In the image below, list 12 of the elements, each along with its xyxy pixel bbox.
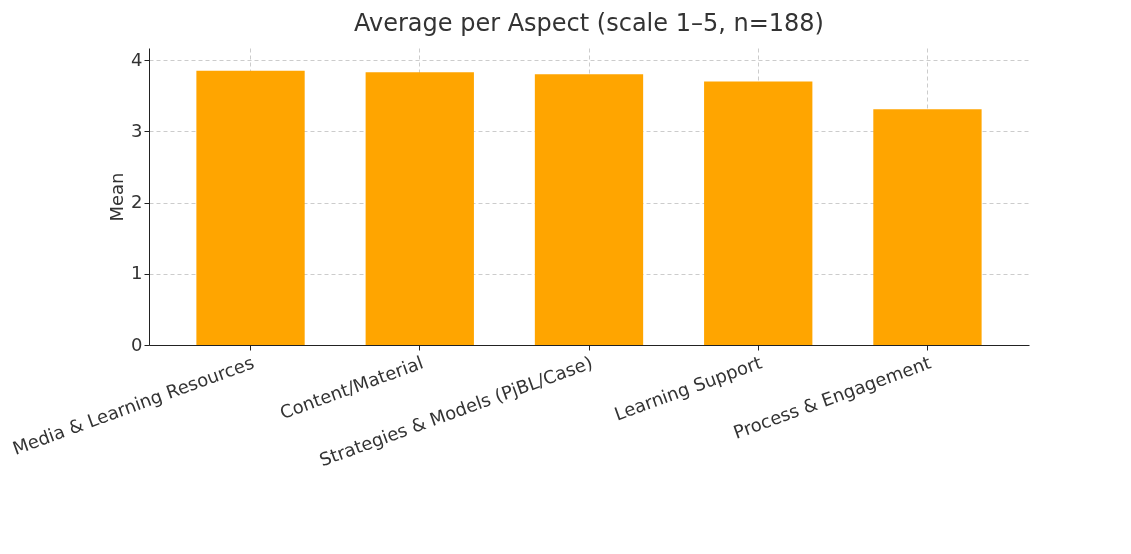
y-tick-label: 2 [131, 191, 143, 213]
y-tick-label: 1 [131, 262, 143, 284]
bar [873, 109, 982, 345]
y-axis-title: Mean [106, 172, 128, 222]
chart-title: Average per Aspect (scale 1–5, n=188) [354, 9, 824, 37]
bar [196, 70, 305, 345]
y-tick-label: 0 [131, 333, 143, 355]
y-tick-label: 3 [131, 119, 143, 141]
bar [534, 74, 644, 345]
bar [365, 72, 474, 345]
bar [704, 81, 813, 345]
y-tick-label: 4 [131, 48, 143, 70]
